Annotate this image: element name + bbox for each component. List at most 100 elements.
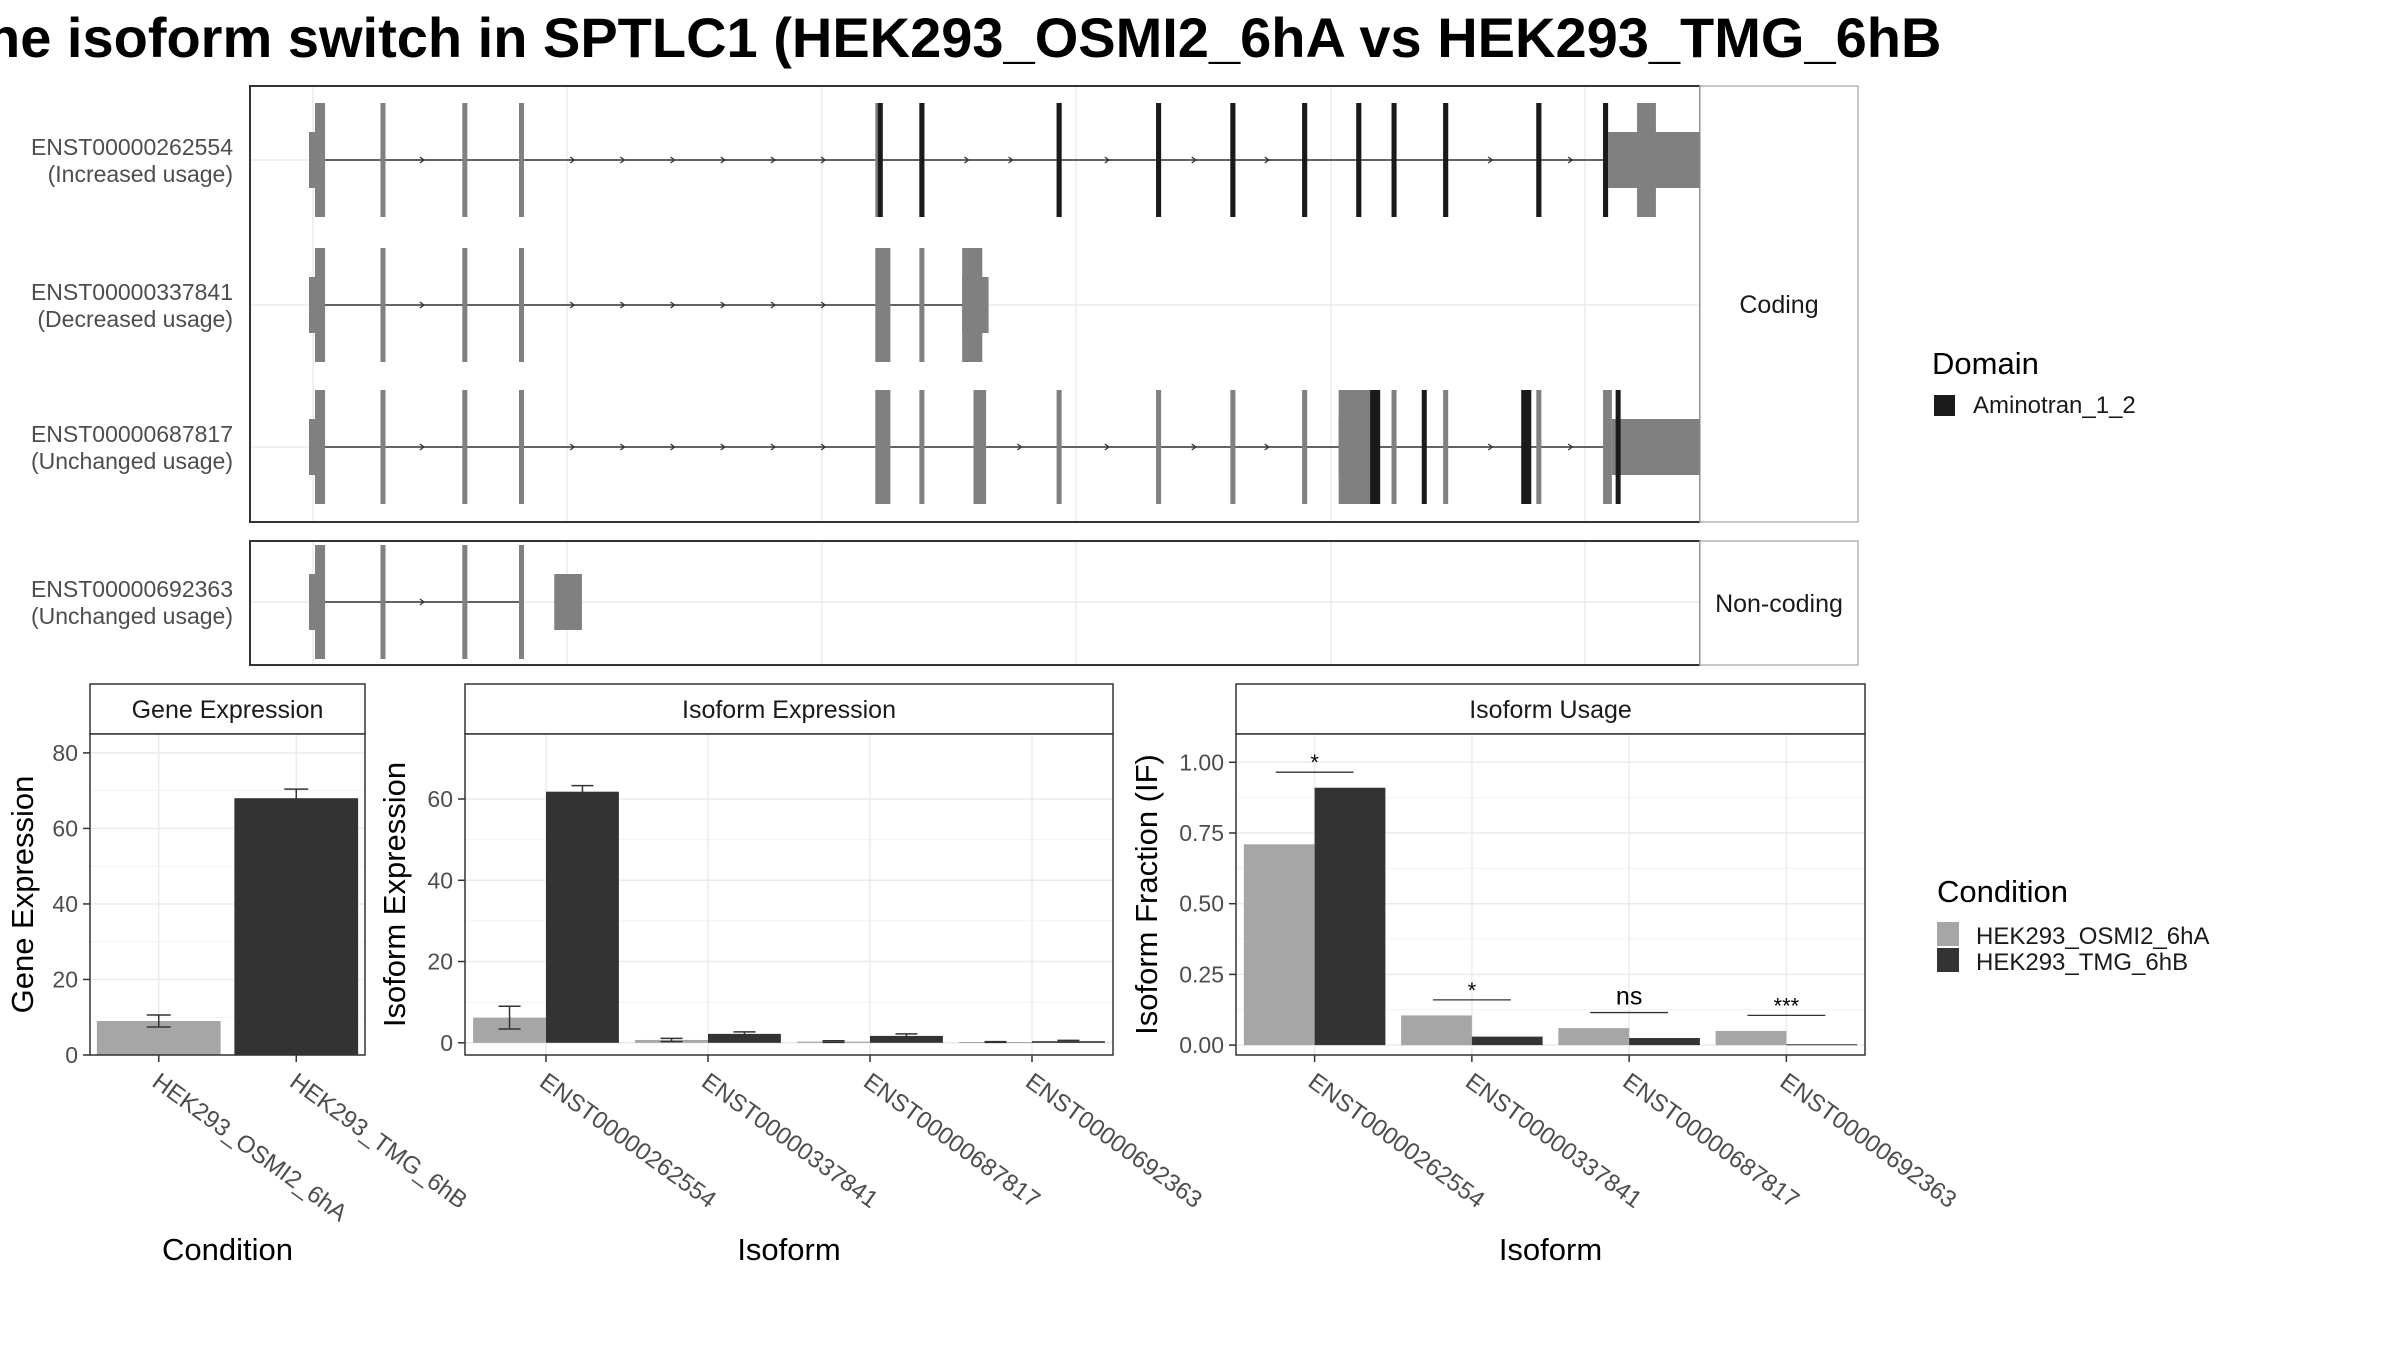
intron-arrow (720, 156, 726, 164)
domain-legend: Domain Aminotran_1_2 (1932, 346, 2136, 419)
panel-border (89, 733, 366, 1056)
utr-block (309, 277, 317, 333)
intron-arrow (964, 156, 970, 164)
domain-block (1356, 103, 1362, 217)
exon-block (380, 545, 386, 659)
domain-legend-swatch (1934, 395, 1955, 416)
intron-arrow (569, 156, 576, 164)
intron-arrow (619, 443, 626, 451)
intron-arrow (1264, 156, 1270, 164)
exon-block (875, 248, 891, 362)
exon-block (315, 390, 326, 504)
intron-arrow (670, 156, 676, 164)
intron-arrow (1567, 443, 1574, 451)
exon-block (1056, 390, 1062, 504)
exon-block (973, 390, 987, 504)
intron-arrow (1008, 156, 1014, 164)
y-tick-label: 80 (52, 740, 78, 766)
transcript-ENST00000337841: ENST00000337841(Decreased usage) (31, 248, 989, 362)
intron-arrow (1487, 156, 1494, 164)
exon-block (1536, 390, 1542, 504)
track-panel-1: Non-coding (249, 540, 1859, 666)
bar-HEK293_TMG_6hB-ENST00000337841 (708, 1033, 781, 1043)
panel-strip (1235, 683, 1866, 735)
y-tick-label: 0.00 (1179, 1032, 1224, 1058)
exon-block (919, 390, 925, 504)
exon-block (380, 103, 386, 217)
transcript-id-label: ENST00000337841 (31, 279, 233, 305)
utr-block (309, 419, 317, 475)
panel-border (464, 733, 1114, 1056)
domain-block (1521, 390, 1532, 504)
intron-arrow (419, 156, 425, 164)
transcript-id-label: ENST00000262554 (31, 134, 233, 160)
domain-block (1230, 103, 1236, 217)
figure-title: ne isoform switch in SPTLC1 (HEK293_OSMI… (0, 6, 1941, 69)
intron-arrow (1016, 443, 1023, 451)
x-axis-title: Condition (162, 1232, 293, 1267)
y-tick-label: 60 (52, 815, 78, 841)
y-tick-label: 0.50 (1179, 891, 1224, 917)
intron-arrow (569, 443, 576, 451)
transcript-usage-label: (Decreased usage) (37, 306, 233, 332)
condition-legend-label: HEK293_TMG_6hB (1976, 949, 2188, 976)
domain-block (1603, 103, 1609, 217)
y-axis-title: Isoform Expression (377, 762, 412, 1027)
bar-HEK293_TMG_6hB-ENST00000687817 (870, 1035, 943, 1043)
y-tick-label: 40 (427, 867, 453, 893)
domain-block (1302, 103, 1308, 217)
bar-HEK293_TMG_6hB-ENST00000692363 (1786, 1044, 1858, 1046)
intron-arrow (820, 443, 827, 451)
intron-arrow (419, 443, 425, 451)
intron-arrow (1264, 443, 1270, 451)
transcript-ENST00000262554: ENST00000262554(Increased usage) (31, 103, 1700, 217)
exon-block (462, 248, 468, 362)
x-tick-label: ENST00000262554 (534, 1068, 720, 1214)
domain-legend-label: Aminotran_1_2 (1973, 392, 2136, 419)
exon-block (462, 103, 468, 217)
domain-block (1391, 103, 1397, 217)
track-panel-border (249, 540, 1701, 666)
exon-block (315, 545, 326, 659)
utr-block (554, 574, 582, 630)
domain-block (877, 103, 883, 217)
exon-block (1443, 390, 1449, 504)
y-tick-label: 20 (52, 966, 78, 992)
y-tick-label: 0 (65, 1042, 78, 1068)
transcript-usage-label: (Increased usage) (48, 161, 233, 187)
track-group-label: Coding (1739, 291, 1818, 319)
panel-title: Gene Expression (132, 696, 324, 724)
bar-HEK293_TMG_6hB-ENST00000337841 (1471, 1036, 1543, 1046)
transcript-usage-label: (Unchanged usage) (31, 603, 233, 629)
y-tick-label: 0.25 (1179, 961, 1224, 987)
utr-block (1608, 132, 1700, 188)
panel-1: Isoform Expression 0 20 40 60 ENST00000262554… (377, 683, 1207, 1267)
significance-label: *** (1774, 993, 1800, 1018)
bar-HEK293_TMG_6hB-ENST00000687817 (1629, 1038, 1700, 1046)
y-axis-title: Gene Expression (5, 776, 40, 1014)
condition-legend-label: HEK293_OSMI2_6hA (1976, 923, 2209, 950)
y-tick-label: 60 (427, 786, 453, 812)
utr-block (1338, 419, 1371, 475)
bar-HEK293_TMG_6hB (234, 798, 359, 1055)
intron-arrow (1487, 443, 1494, 451)
domain-block (1536, 103, 1542, 217)
bar-HEK293_TMG_6hB-ENST00000262554 (546, 791, 619, 1043)
domain-block (1370, 390, 1381, 504)
condition-legend-title: Condition (1937, 874, 2068, 909)
y-tick-label: 0 (440, 1030, 453, 1056)
intron-arrow (619, 301, 626, 309)
domain-block (1421, 390, 1427, 504)
exon-block (1302, 390, 1308, 504)
panel-border (1235, 733, 1866, 1056)
intron-arrow (670, 443, 676, 451)
exon-block (1603, 390, 1612, 504)
significance-label: ns (1616, 983, 1642, 1011)
transcript-tracks: Coding Non-coding ENST00000262554(Increase… (31, 85, 1859, 666)
panel-strip (89, 683, 366, 735)
exon-block (315, 248, 326, 362)
domain-block (1615, 390, 1621, 504)
panel-strip (464, 683, 1114, 735)
